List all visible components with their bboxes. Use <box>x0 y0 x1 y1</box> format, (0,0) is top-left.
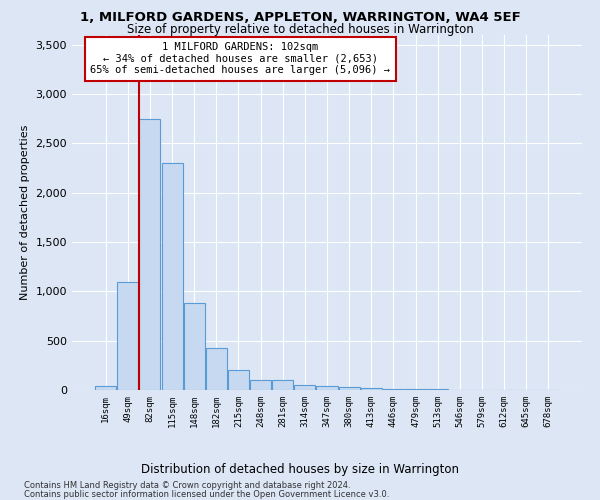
Y-axis label: Number of detached properties: Number of detached properties <box>20 125 30 300</box>
Bar <box>272 380 293 390</box>
Text: Distribution of detached houses by size in Warrington: Distribution of detached houses by size … <box>141 462 459 475</box>
Bar <box>95 386 116 390</box>
Text: Size of property relative to detached houses in Warrington: Size of property relative to detached ho… <box>127 22 473 36</box>
Bar <box>184 303 205 390</box>
Text: 1, MILFORD GARDENS, APPLETON, WARRINGTON, WA4 5EF: 1, MILFORD GARDENS, APPLETON, WARRINGTON… <box>80 11 520 24</box>
Bar <box>405 389 426 390</box>
Bar <box>250 380 271 390</box>
Text: Contains HM Land Registry data © Crown copyright and database right 2024.: Contains HM Land Registry data © Crown c… <box>24 481 350 490</box>
Bar <box>338 387 359 390</box>
Text: 1 MILFORD GARDENS: 102sqm
← 34% of detached houses are smaller (2,653)
65% of se: 1 MILFORD GARDENS: 102sqm ← 34% of detac… <box>91 42 391 76</box>
Bar <box>383 388 404 390</box>
Bar <box>228 370 249 390</box>
Text: Contains public sector information licensed under the Open Government Licence v3: Contains public sector information licen… <box>24 490 389 499</box>
Bar <box>161 163 182 390</box>
Bar <box>316 386 338 390</box>
Bar <box>139 119 160 390</box>
Bar <box>295 384 316 390</box>
Bar <box>118 282 139 390</box>
Bar <box>206 348 227 390</box>
Bar <box>361 388 382 390</box>
